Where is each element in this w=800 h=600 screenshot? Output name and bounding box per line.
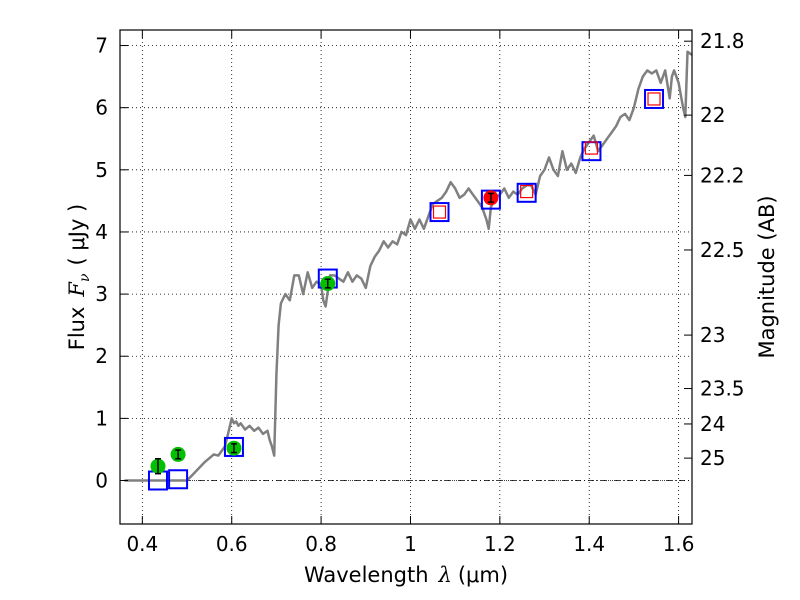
y2-tick-label: 23 [700, 323, 725, 347]
model-sed-line [124, 50, 692, 482]
y-tick-label: 2 [95, 344, 108, 368]
y2-tick-label: 21.8 [700, 29, 745, 53]
x-tick-label: 1.6 [663, 532, 695, 556]
x-tick-label: 1.2 [484, 532, 516, 556]
y2-tick-label: 25 [700, 446, 725, 470]
y2-tick-label: 22.2 [700, 163, 745, 187]
y-tick-label: 5 [95, 158, 108, 182]
y-tick-label: 0 [95, 469, 108, 493]
y-tick-label: 7 [95, 34, 108, 58]
y2-tick-label: 22 [700, 103, 725, 127]
x-axis-label: Wavelength λ (μm) [304, 563, 508, 587]
model-photometry-square [644, 88, 665, 109]
x-tick-label: 0.4 [126, 532, 158, 556]
y2-tick-label: 22.5 [700, 238, 745, 262]
y-tick-label: 3 [95, 282, 108, 306]
x-tick-label: 0.6 [216, 532, 248, 556]
plot-frame [119, 29, 693, 525]
model-photometry-square [168, 469, 189, 490]
inner-square-marker [584, 141, 599, 155]
x-tick-label: 1 [404, 532, 417, 556]
y-tick-label: 4 [95, 220, 108, 244]
x-tick-label: 1.4 [573, 532, 605, 556]
y-axis-label: FluxFν( μJy ) [65, 204, 93, 350]
model-photometry-square [429, 202, 450, 223]
y-tick-label: 1 [95, 406, 108, 430]
y2-tick-label: 23.5 [700, 377, 745, 401]
y2-axis-label: Magnitude (AB) [755, 195, 779, 358]
inner-square-marker [647, 92, 661, 106]
model-photometry-square [516, 182, 537, 203]
model-photometry-square [223, 436, 244, 457]
inner-square-marker [432, 205, 447, 219]
x-tick-label: 0.8 [305, 532, 337, 556]
y2-tick-label: 24 [700, 412, 725, 436]
data-layer [124, 50, 692, 491]
inner-square-marker [520, 184, 534, 199]
y-tick-label: 6 [95, 96, 108, 120]
grid-lines [120, 30, 692, 524]
